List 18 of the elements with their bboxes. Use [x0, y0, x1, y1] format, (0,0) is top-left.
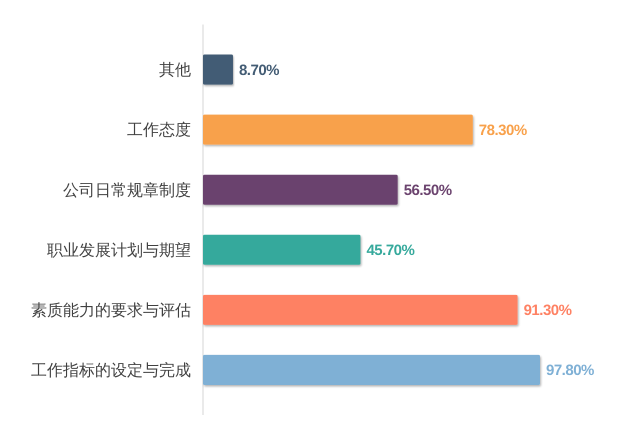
data-label: 45.70%: [366, 242, 415, 260]
y-tick-label: 其他: [159, 60, 191, 80]
y-tick-label: 素质能力的要求与评估: [31, 300, 191, 320]
y-tick-label: 工作指标的设定与完成: [31, 360, 191, 380]
bar: [203, 234, 360, 265]
y-tick-label: 工作态度: [127, 120, 191, 140]
y-tick-label: 职业发展计划与期望: [47, 240, 191, 260]
bar: [203, 354, 540, 385]
data-label: 8.70%: [238, 62, 280, 79]
bar: [203, 174, 398, 205]
data-label: 97.80%: [546, 362, 594, 380]
data-label: 56.50%: [404, 182, 452, 199]
bar: [203, 54, 233, 85]
data-label: 78.30%: [478, 122, 527, 139]
bar: [203, 294, 518, 325]
data-label: 91.30%: [524, 302, 572, 320]
y-tick-label: 公司日常规章制度: [63, 180, 191, 200]
bar: [203, 114, 473, 145]
